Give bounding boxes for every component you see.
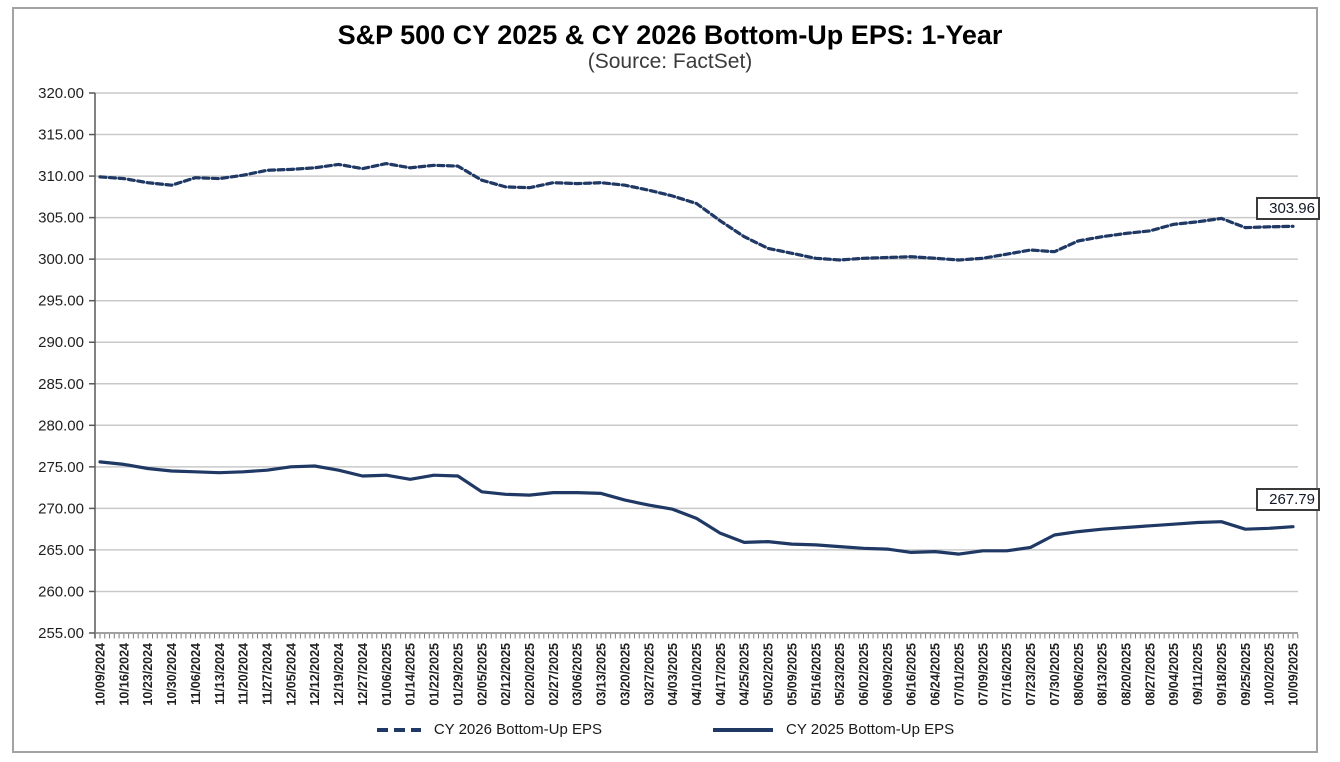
x-axis-label: 02/12/2025 xyxy=(499,643,513,706)
x-axis-label: 10/02/2025 xyxy=(1263,643,1277,706)
solid-line-sample-icon xyxy=(713,727,773,732)
x-axis-label: 02/20/2025 xyxy=(523,643,537,706)
x-axis-label: 09/11/2025 xyxy=(1191,643,1205,705)
x-axis-label: 11/06/2024 xyxy=(189,643,203,705)
x-axis-label: 06/16/2025 xyxy=(905,643,919,706)
x-axis-label: 07/09/2025 xyxy=(976,643,990,706)
x-axis-label: 06/24/2025 xyxy=(929,643,943,706)
y-axis-label: 280.00 xyxy=(38,417,84,434)
y-axis-label: 305.00 xyxy=(38,210,84,227)
x-axis-label: 05/23/2025 xyxy=(833,643,847,706)
y-axis-label: 260.00 xyxy=(38,583,84,600)
y-axis-label: 315.00 xyxy=(38,127,84,144)
legend-item-cy2026: CY 2026 Bottom-Up EPS xyxy=(376,721,602,738)
x-axis-label: 12/19/2024 xyxy=(332,643,346,706)
y-axis-label: 285.00 xyxy=(38,376,84,393)
chart-subtitle: (Source: FactSet) xyxy=(587,50,753,73)
y-axis-label: 290.00 xyxy=(38,334,84,351)
dashed-line-sample-icon xyxy=(376,727,421,732)
y-axis-label: 320.00 xyxy=(38,85,84,102)
x-axis-label: 10/23/2024 xyxy=(141,643,155,706)
x-axis-label: 02/27/2025 xyxy=(547,643,561,706)
end-value-label-cy2025: 267.79 xyxy=(1256,488,1320,511)
x-axis-label: 02/05/2025 xyxy=(475,643,489,706)
legend-item-cy2025: CY 2025 Bottom-Up EPS xyxy=(712,721,954,738)
x-axis-label: 07/16/2025 xyxy=(1000,643,1014,706)
chart-title: S&P 500 CY 2025 & CY 2026 Bottom-Up EPS:… xyxy=(337,20,1003,50)
x-axis-label: 11/20/2024 xyxy=(237,643,251,705)
x-axis-label: 09/04/2025 xyxy=(1167,643,1181,706)
x-axis-label: 10/30/2024 xyxy=(165,643,179,706)
x-axis-label: 04/25/2025 xyxy=(738,643,752,706)
x-axis-label: 10/16/2024 xyxy=(117,643,131,706)
y-axis-label: 295.00 xyxy=(38,293,84,310)
x-axis-label: 07/23/2025 xyxy=(1024,643,1038,706)
x-axis-label: 06/02/2025 xyxy=(857,643,871,706)
x-axis-label: 05/02/2025 xyxy=(762,643,776,706)
y-axis-label: 265.00 xyxy=(38,542,84,559)
x-axis-label: 05/09/2025 xyxy=(785,643,799,706)
x-axis-label: 09/18/2025 xyxy=(1215,643,1229,706)
x-axis-label: 03/13/2025 xyxy=(595,643,609,706)
x-axis-label: 04/17/2025 xyxy=(714,643,728,706)
x-axis-label: 08/06/2025 xyxy=(1072,643,1086,706)
x-axis-label: 01/29/2025 xyxy=(451,643,465,706)
x-axis-label: 12/05/2024 xyxy=(284,643,298,706)
x-axis-label: 04/10/2025 xyxy=(690,643,704,706)
x-axis-label: 01/22/2025 xyxy=(428,643,442,706)
x-axis-label: 12/27/2024 xyxy=(356,643,370,706)
y-axis-label: 310.00 xyxy=(38,168,84,185)
y-axis-label: 275.00 xyxy=(38,459,84,476)
x-axis-label: 11/27/2024 xyxy=(261,643,275,705)
x-axis-label: 10/09/2025 xyxy=(1287,643,1301,706)
y-axis-label: 300.00 xyxy=(38,251,84,268)
x-axis-label: 08/27/2025 xyxy=(1143,643,1157,706)
x-axis-label: 05/16/2025 xyxy=(809,643,823,706)
x-axis-label: 08/13/2025 xyxy=(1096,643,1110,706)
x-axis-label: 01/14/2025 xyxy=(404,643,418,706)
x-axis-label: 03/27/2025 xyxy=(642,643,656,706)
legend-label-cy2026: CY 2026 Bottom-Up EPS xyxy=(433,721,602,738)
x-axis-label: 11/13/2024 xyxy=(213,643,227,705)
x-axis-label: 07/30/2025 xyxy=(1048,643,1062,706)
x-axis-label: 01/06/2025 xyxy=(380,643,394,706)
chart-border-frame xyxy=(12,7,1318,753)
x-axis-label: 04/03/2025 xyxy=(666,643,680,706)
legend: CY 2026 Bottom-Up EPS CY 2025 Bottom-Up … xyxy=(0,721,1330,738)
y-axis-label: 270.00 xyxy=(38,500,84,517)
x-axis-label: 03/06/2025 xyxy=(571,643,585,706)
x-axis-label: 03/20/2025 xyxy=(618,643,632,706)
x-axis-label: 06/09/2025 xyxy=(881,643,895,706)
end-value-label-cy2026: 303.96 xyxy=(1256,197,1320,220)
series-line-cy2026 xyxy=(98,162,1295,262)
x-axis-label: 12/12/2024 xyxy=(308,643,322,706)
legend-label-cy2025: CY 2025 Bottom-Up EPS xyxy=(786,721,955,738)
x-axis-label: 10/09/2024 xyxy=(94,643,108,706)
x-axis-label: 07/01/2025 xyxy=(952,643,966,706)
x-axis-label: 08/20/2025 xyxy=(1119,643,1133,706)
y-axis-label: 255.00 xyxy=(38,625,84,642)
series-line-cy2025 xyxy=(98,460,1295,556)
x-axis-label: 09/25/2025 xyxy=(1239,643,1253,706)
